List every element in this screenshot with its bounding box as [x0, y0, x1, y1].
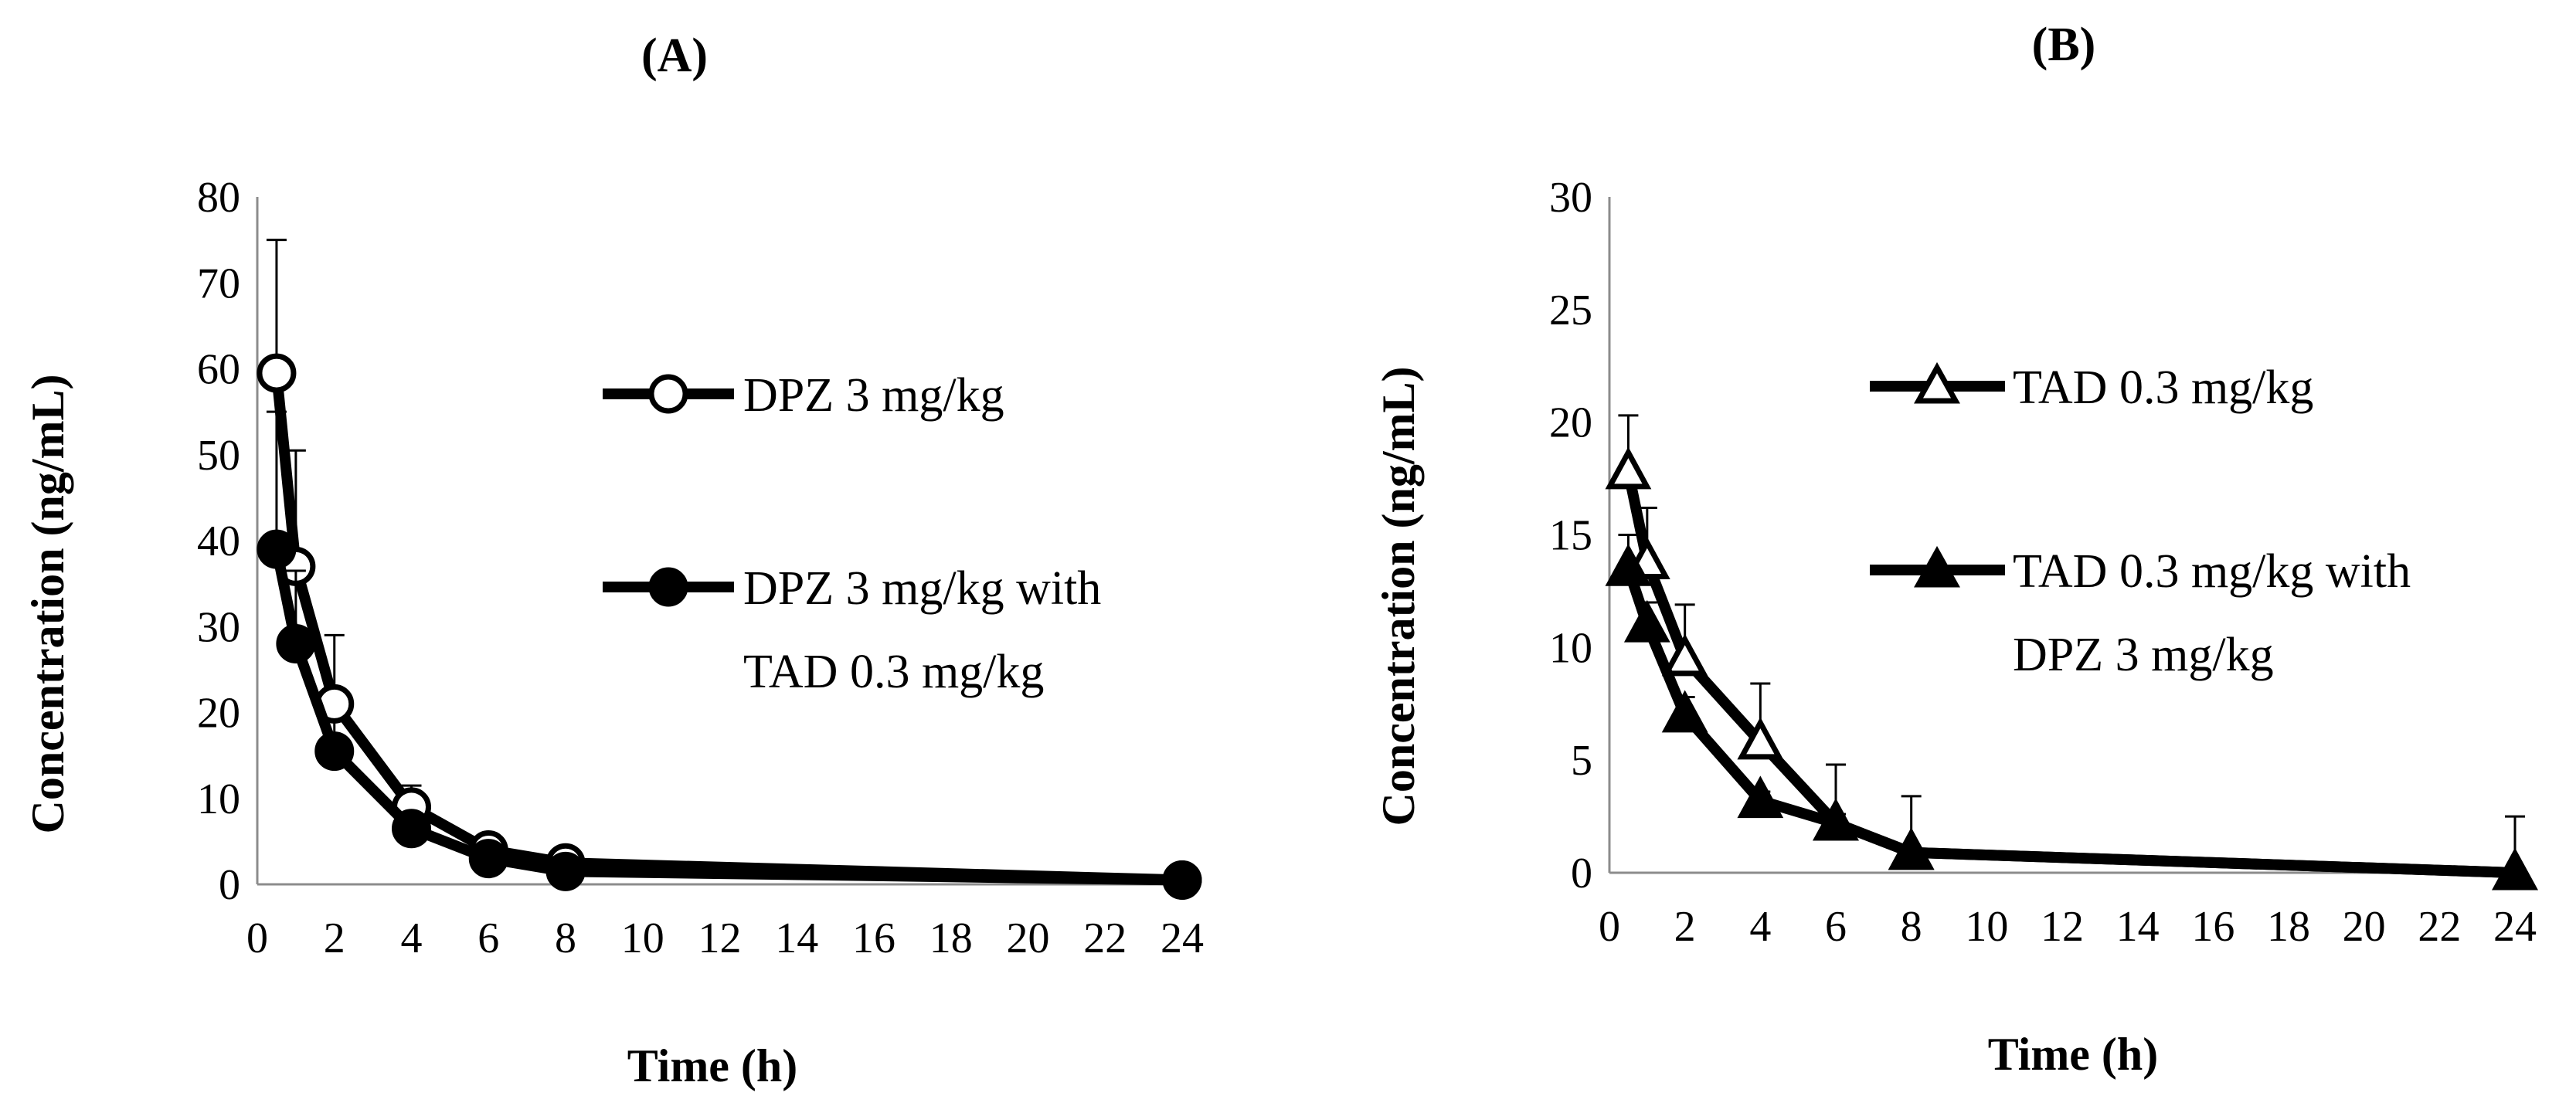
legend-marker-b-1 — [1914, 545, 1960, 588]
y-tick-label-a: 10 — [197, 775, 240, 823]
x-tick-label-a: 2 — [324, 914, 345, 962]
y-tick-label-a: 50 — [197, 432, 240, 480]
x-tick-label-a: 12 — [698, 914, 742, 962]
data-point — [468, 839, 508, 879]
data-point — [1661, 690, 1708, 733]
x-axis-title-b: Time (h) — [1988, 1029, 2159, 1080]
y-tick-label-b: 15 — [1549, 512, 1592, 560]
data-point — [1661, 633, 1708, 677]
data-point — [1737, 717, 1784, 760]
y-ticks-a: 0 10 20 30 40 50 60 70 80 — [197, 174, 240, 909]
y-tick-label-b: 10 — [1549, 624, 1592, 672]
x-tick-label-b: 16 — [2191, 903, 2234, 951]
data-point — [545, 851, 586, 891]
data-point — [1162, 860, 1202, 900]
y-tick-label-b: 25 — [1549, 287, 1592, 334]
y-tick-label-b: 30 — [1549, 174, 1592, 222]
x-tick-label-a: 14 — [775, 914, 818, 962]
y-tick-label-a: 60 — [197, 346, 240, 394]
x-tick-label-b: 14 — [2116, 903, 2160, 951]
legend-marker-b-0 — [1914, 361, 1960, 404]
x-tick-label-a: 18 — [929, 914, 973, 962]
x-tick-label-b: 0 — [1599, 903, 1620, 951]
y-tick-label-a: 70 — [197, 260, 240, 307]
x-tick-label-b: 2 — [1674, 903, 1696, 951]
y-tick-label-a: 80 — [197, 174, 240, 222]
data-point — [1605, 446, 1652, 490]
x-tick-label-a: 0 — [246, 914, 268, 962]
chart-title-a: (A) — [641, 29, 708, 82]
y-axis-title-a: Concentration (ng/mL) — [22, 375, 73, 834]
data-point — [1737, 775, 1784, 819]
y-tick-label-a: 20 — [197, 690, 240, 738]
x-tick-label-a: 10 — [621, 914, 664, 962]
legend-a: DPZ 3 mg/kg DPZ 3 mg/kg with TAD 0.3 mg/… — [603, 369, 1101, 698]
y-tick-label-b: 0 — [1571, 850, 1592, 897]
data-point — [392, 809, 431, 849]
x-tick-label-a: 6 — [477, 914, 499, 962]
y-tick-label-a: 0 — [219, 861, 240, 909]
legend-label-a-1-line2: TAD 0.3 mg/kg — [743, 646, 1044, 698]
x-tick-label-b: 18 — [2267, 903, 2310, 951]
x-tick-label-a: 22 — [1083, 914, 1127, 962]
x-tick-label-b: 4 — [1749, 903, 1771, 951]
y-tick-label-a: 40 — [197, 517, 240, 565]
data-point — [276, 624, 316, 663]
data-point — [314, 731, 355, 772]
data-point — [2492, 847, 2538, 891]
series-b-1 — [1605, 534, 2538, 891]
data-point — [1605, 543, 1652, 586]
x-tick-label-a: 20 — [1007, 914, 1050, 962]
legend-label-b-1-line2: DPZ 3 mg/kg — [2013, 629, 2274, 681]
legend-b: TAD 0.3 mg/kg TAD 0.3 mg/kg with DPZ 3 m… — [1870, 361, 2411, 681]
data-point — [257, 529, 297, 569]
data-point — [1623, 599, 1670, 643]
y-tick-label-b: 20 — [1549, 399, 1592, 447]
x-tick-label-a: 16 — [852, 914, 895, 962]
y-axis-title-b: Concentration (ng/mL) — [1373, 367, 1424, 826]
x-tick-label-b: 20 — [2343, 903, 2386, 951]
x-tick-label-b: 6 — [1825, 903, 1847, 951]
x-tick-label-a: 8 — [555, 914, 576, 962]
legend-label-a-0: DPZ 3 mg/kg — [743, 369, 1004, 422]
legend-marker-a-1 — [648, 567, 688, 607]
x-tick-label-b: 24 — [2493, 903, 2537, 951]
legend-label-b-1-line1: TAD 0.3 mg/kg with — [2013, 545, 2411, 598]
legend-marker-a-0 — [648, 374, 688, 414]
x-tick-label-a: 4 — [401, 914, 423, 962]
y-tick-label-a: 30 — [197, 603, 240, 651]
axes-a — [256, 197, 1182, 886]
data-point — [1813, 798, 1859, 841]
x-tick-label-b: 22 — [2418, 903, 2461, 951]
chart-title-b: (B) — [2032, 19, 2096, 71]
x-ticks-b: 0 2 4 6 8 10 12 14 16 18 20 22 24 — [1599, 903, 2537, 951]
axes-b — [1608, 197, 2515, 874]
x-axis-title-a: Time (h) — [627, 1040, 798, 1091]
x-tick-label-b: 10 — [1965, 903, 2008, 951]
plot-area-b — [1605, 414, 2538, 891]
data-point — [257, 353, 297, 393]
x-tick-label-a: 24 — [1161, 914, 1204, 962]
y-tick-label-b: 5 — [1571, 737, 1592, 785]
legend-label-b-0: TAD 0.3 mg/kg — [2013, 361, 2313, 414]
x-tick-label-b: 8 — [1901, 903, 1922, 951]
plot-area-a — [257, 239, 1202, 900]
series-a-1 — [257, 410, 1202, 900]
y-ticks-b: 0 5 10 15 20 25 30 — [1549, 174, 1592, 897]
data-point — [1888, 827, 1935, 870]
x-ticks-a: 0 2 4 6 8 10 12 14 16 18 20 22 24 — [246, 914, 1204, 962]
legend-label-a-1-line1: DPZ 3 mg/kg with — [743, 562, 1101, 615]
x-tick-label-b: 12 — [2041, 903, 2084, 951]
